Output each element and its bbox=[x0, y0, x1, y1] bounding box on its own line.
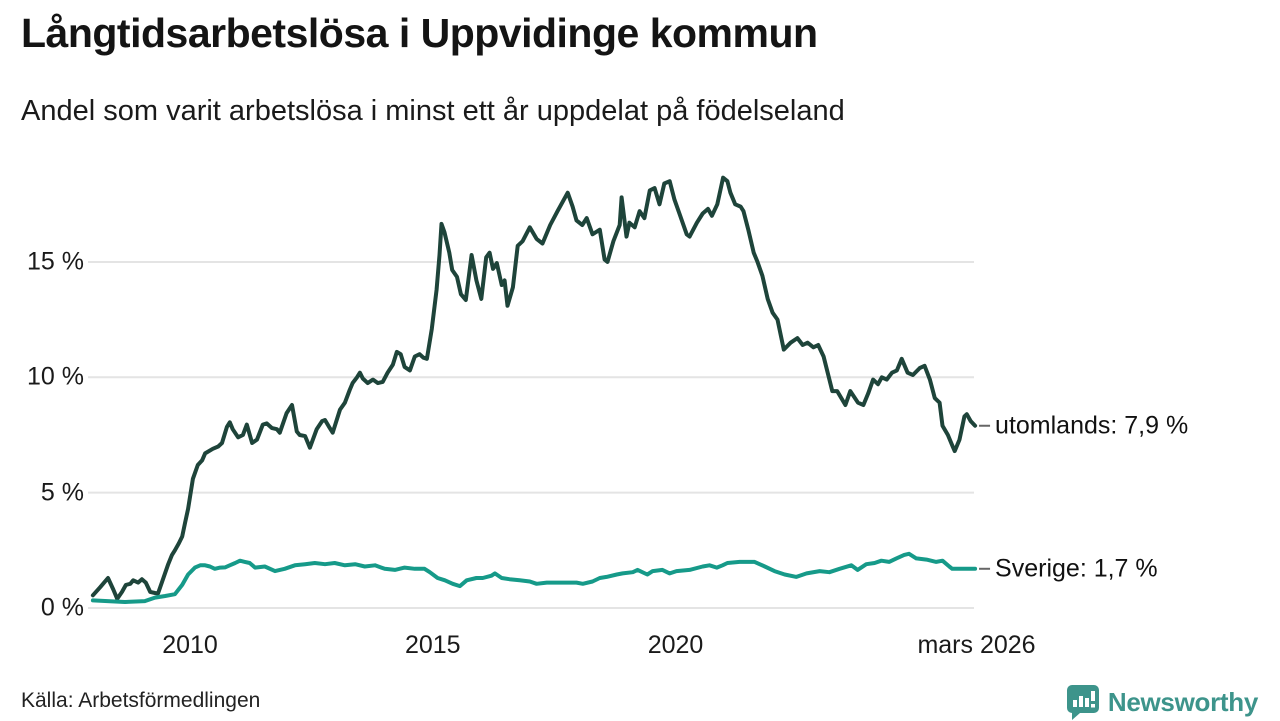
newsworthy-brand-text: Newsworthy bbox=[1107, 687, 1258, 717]
series-line-sverige bbox=[90, 551, 978, 604]
y-tick-0: 0 % bbox=[40, 593, 84, 622]
newsworthy-brand: Newsworthy bbox=[1066, 684, 1258, 721]
x-tick-2020: 2020 bbox=[647, 631, 704, 659]
page-title: Långtidsarbetslösa i Uppvidinge kommun bbox=[21, 10, 818, 56]
y-tick-10: 10 % bbox=[27, 362, 84, 391]
series-label-utomlands: utomlands: 7,9 % bbox=[995, 411, 1189, 440]
x-tick-2010: 2010 bbox=[162, 631, 218, 659]
series-label-sverige: Sverige: 1,7 % bbox=[995, 554, 1158, 583]
source-note: Källa: Arbetsförmedlingen bbox=[21, 689, 261, 712]
series-line-utomlands bbox=[90, 175, 978, 601]
x-tick-mars-2026: mars 2026 bbox=[917, 631, 1036, 659]
newsworthy-logo-icon bbox=[1066, 685, 1099, 720]
y-tick-5: 5 % bbox=[40, 478, 84, 507]
y-tick-15: 15 % bbox=[27, 247, 84, 276]
x-tick-2015: 2015 bbox=[404, 631, 461, 659]
page-subtitle: Andel som varit arbetslösa i minst ett å… bbox=[21, 95, 845, 127]
